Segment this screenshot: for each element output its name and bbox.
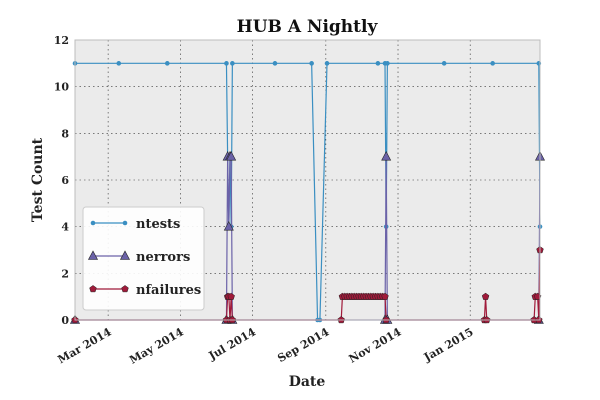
legend-label: nfailures <box>136 283 201 298</box>
legend-marker <box>120 250 130 260</box>
x-tick-label: Mar 2014 <box>56 325 114 366</box>
series-nfailures <box>71 246 544 324</box>
legend-item-ntests: ntests <box>90 217 180 232</box>
legend-box <box>82 206 205 311</box>
ntests-line <box>75 62 541 321</box>
ntests-point <box>272 61 278 66</box>
nfailures-point <box>227 292 235 300</box>
ntests-point <box>375 61 381 66</box>
x-tick-label: Jan 2015 <box>421 325 476 364</box>
x-tick-label: Sep 2014 <box>275 325 331 365</box>
y-axis: 0 2 4 6 8 10 12 <box>54 34 70 327</box>
ntests-point <box>324 61 330 66</box>
ntests-point <box>385 61 390 66</box>
legend-item-nfailures: nfailures <box>89 283 201 298</box>
legend: ntests nerrors nfailures <box>82 206 205 311</box>
ntests-point <box>230 61 235 66</box>
nerrors-point <box>381 151 392 161</box>
ntests-point <box>490 61 495 66</box>
y-tick-label: 6 <box>61 174 69 187</box>
legend-marker <box>121 285 129 293</box>
ntests-point <box>309 61 314 66</box>
series-layer <box>70 61 545 324</box>
legend-marker <box>89 285 97 293</box>
nerrors-point <box>226 151 237 161</box>
ntests-point <box>164 61 170 66</box>
x-tick-label: Nov 2014 <box>347 325 404 366</box>
y-tick-label: 4 <box>61 221 69 234</box>
y-tick-label: 12 <box>54 34 69 47</box>
y-axis-label: Test Count <box>30 137 46 222</box>
nfailures-point <box>381 292 389 300</box>
legend-marker <box>90 220 96 226</box>
y-tick-label: 10 <box>54 81 70 94</box>
ntests-point <box>224 61 229 66</box>
ntests-point <box>116 61 122 66</box>
x-axis: Mar 2014 May 2014 Jul 2014 Sep 2014 Nov 2014… <box>56 325 476 367</box>
x-tick-label: May 2014 <box>127 325 186 367</box>
ntests-point <box>441 61 447 66</box>
chart-title: HUB A Nightly <box>237 17 379 37</box>
y-tick-label: 0 <box>61 314 69 327</box>
nerrors-point <box>223 221 234 231</box>
legend-label: nerrors <box>136 250 190 265</box>
x-tick-label: Jul 2014 <box>206 325 259 363</box>
legend-label: ntests <box>136 217 180 232</box>
y-tick-label: 8 <box>61 127 69 140</box>
plot-frame <box>74 39 541 321</box>
nfailures-point <box>481 292 490 300</box>
legend-marker <box>88 250 98 260</box>
x-axis-label: Date <box>289 374 326 390</box>
legend-marker <box>122 220 128 226</box>
y-tick-label: 2 <box>61 267 69 280</box>
legend-item-nerrors: nerrors <box>88 250 190 265</box>
